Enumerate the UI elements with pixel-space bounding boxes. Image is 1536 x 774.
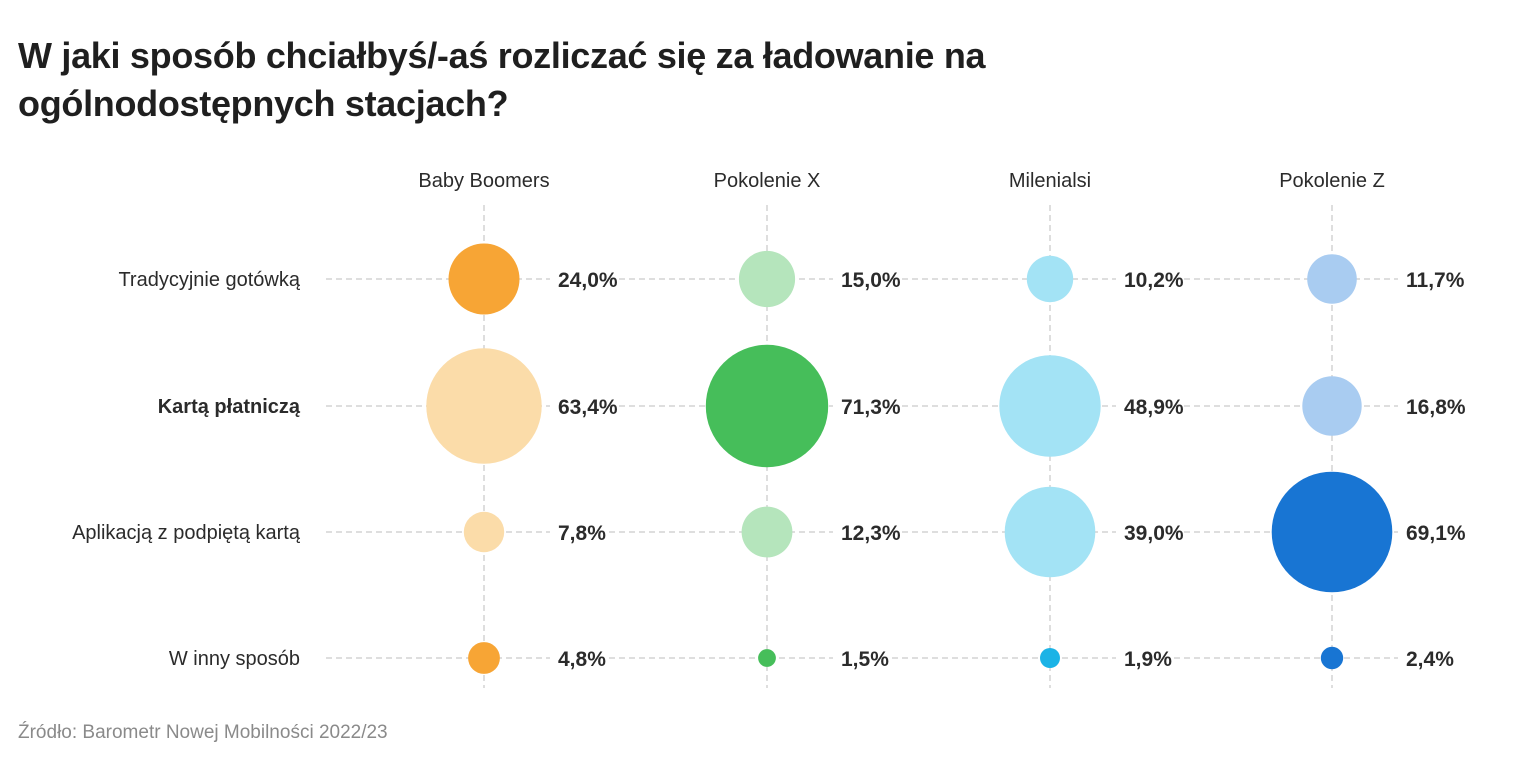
value-label: 12,3% [841,522,901,545]
value-label: 4,8% [558,648,606,671]
value-label: 2,4% [1406,648,1454,671]
bubble [1307,254,1357,304]
chart-source: Źródło: Barometr Nowej Mobilności 2022/2… [18,722,388,743]
bubble [1026,255,1074,303]
bubble [999,355,1101,457]
series-header: Baby Boomers [418,170,549,192]
text-layer: Baby Boomers Pokolenie X Milenialsi Pokolen… [72,170,1466,671]
value-label: 16,8% [1406,396,1466,419]
bubble [1004,486,1096,578]
series-header: Pokolenie Z [1279,170,1385,192]
value-label: 39,0% [1124,522,1184,545]
bubble [738,250,796,308]
value-label: 1,5% [841,648,889,671]
bubble [758,649,776,667]
value-label: 10,2% [1124,269,1184,292]
value-label: 15,0% [841,269,901,292]
bubble [1320,646,1344,670]
value-label: 7,8% [558,522,606,545]
bubble [1040,648,1060,668]
category-label: Tradycyjnie gotówką [118,269,300,291]
value-label: 1,9% [1124,648,1172,671]
series-header: Milenialsi [1009,170,1091,192]
value-label: 48,9% [1124,396,1184,419]
bubble [448,243,520,315]
bubble [1271,471,1393,593]
category-label: Kartą płatniczą [158,396,301,418]
value-label: 11,7% [1406,269,1465,292]
value-label: 24,0% [558,269,618,292]
value-label: 69,1% [1406,522,1466,545]
series-header: Pokolenie X [714,170,821,192]
bubble [426,348,542,464]
bubble [468,642,500,674]
bubble [1302,376,1362,436]
category-label: W inny sposób [169,648,300,670]
chart-title: W jaki sposób chciałbyś/-aś rozliczać si… [18,35,986,124]
category-label: Aplikacją z podpiętą kartą [72,522,301,544]
bubble [463,511,505,553]
bubble [705,344,829,468]
value-label: 71,3% [841,396,901,419]
bubble-layer [426,243,1393,674]
bubble [741,506,793,558]
value-label: 63,4% [558,396,618,419]
